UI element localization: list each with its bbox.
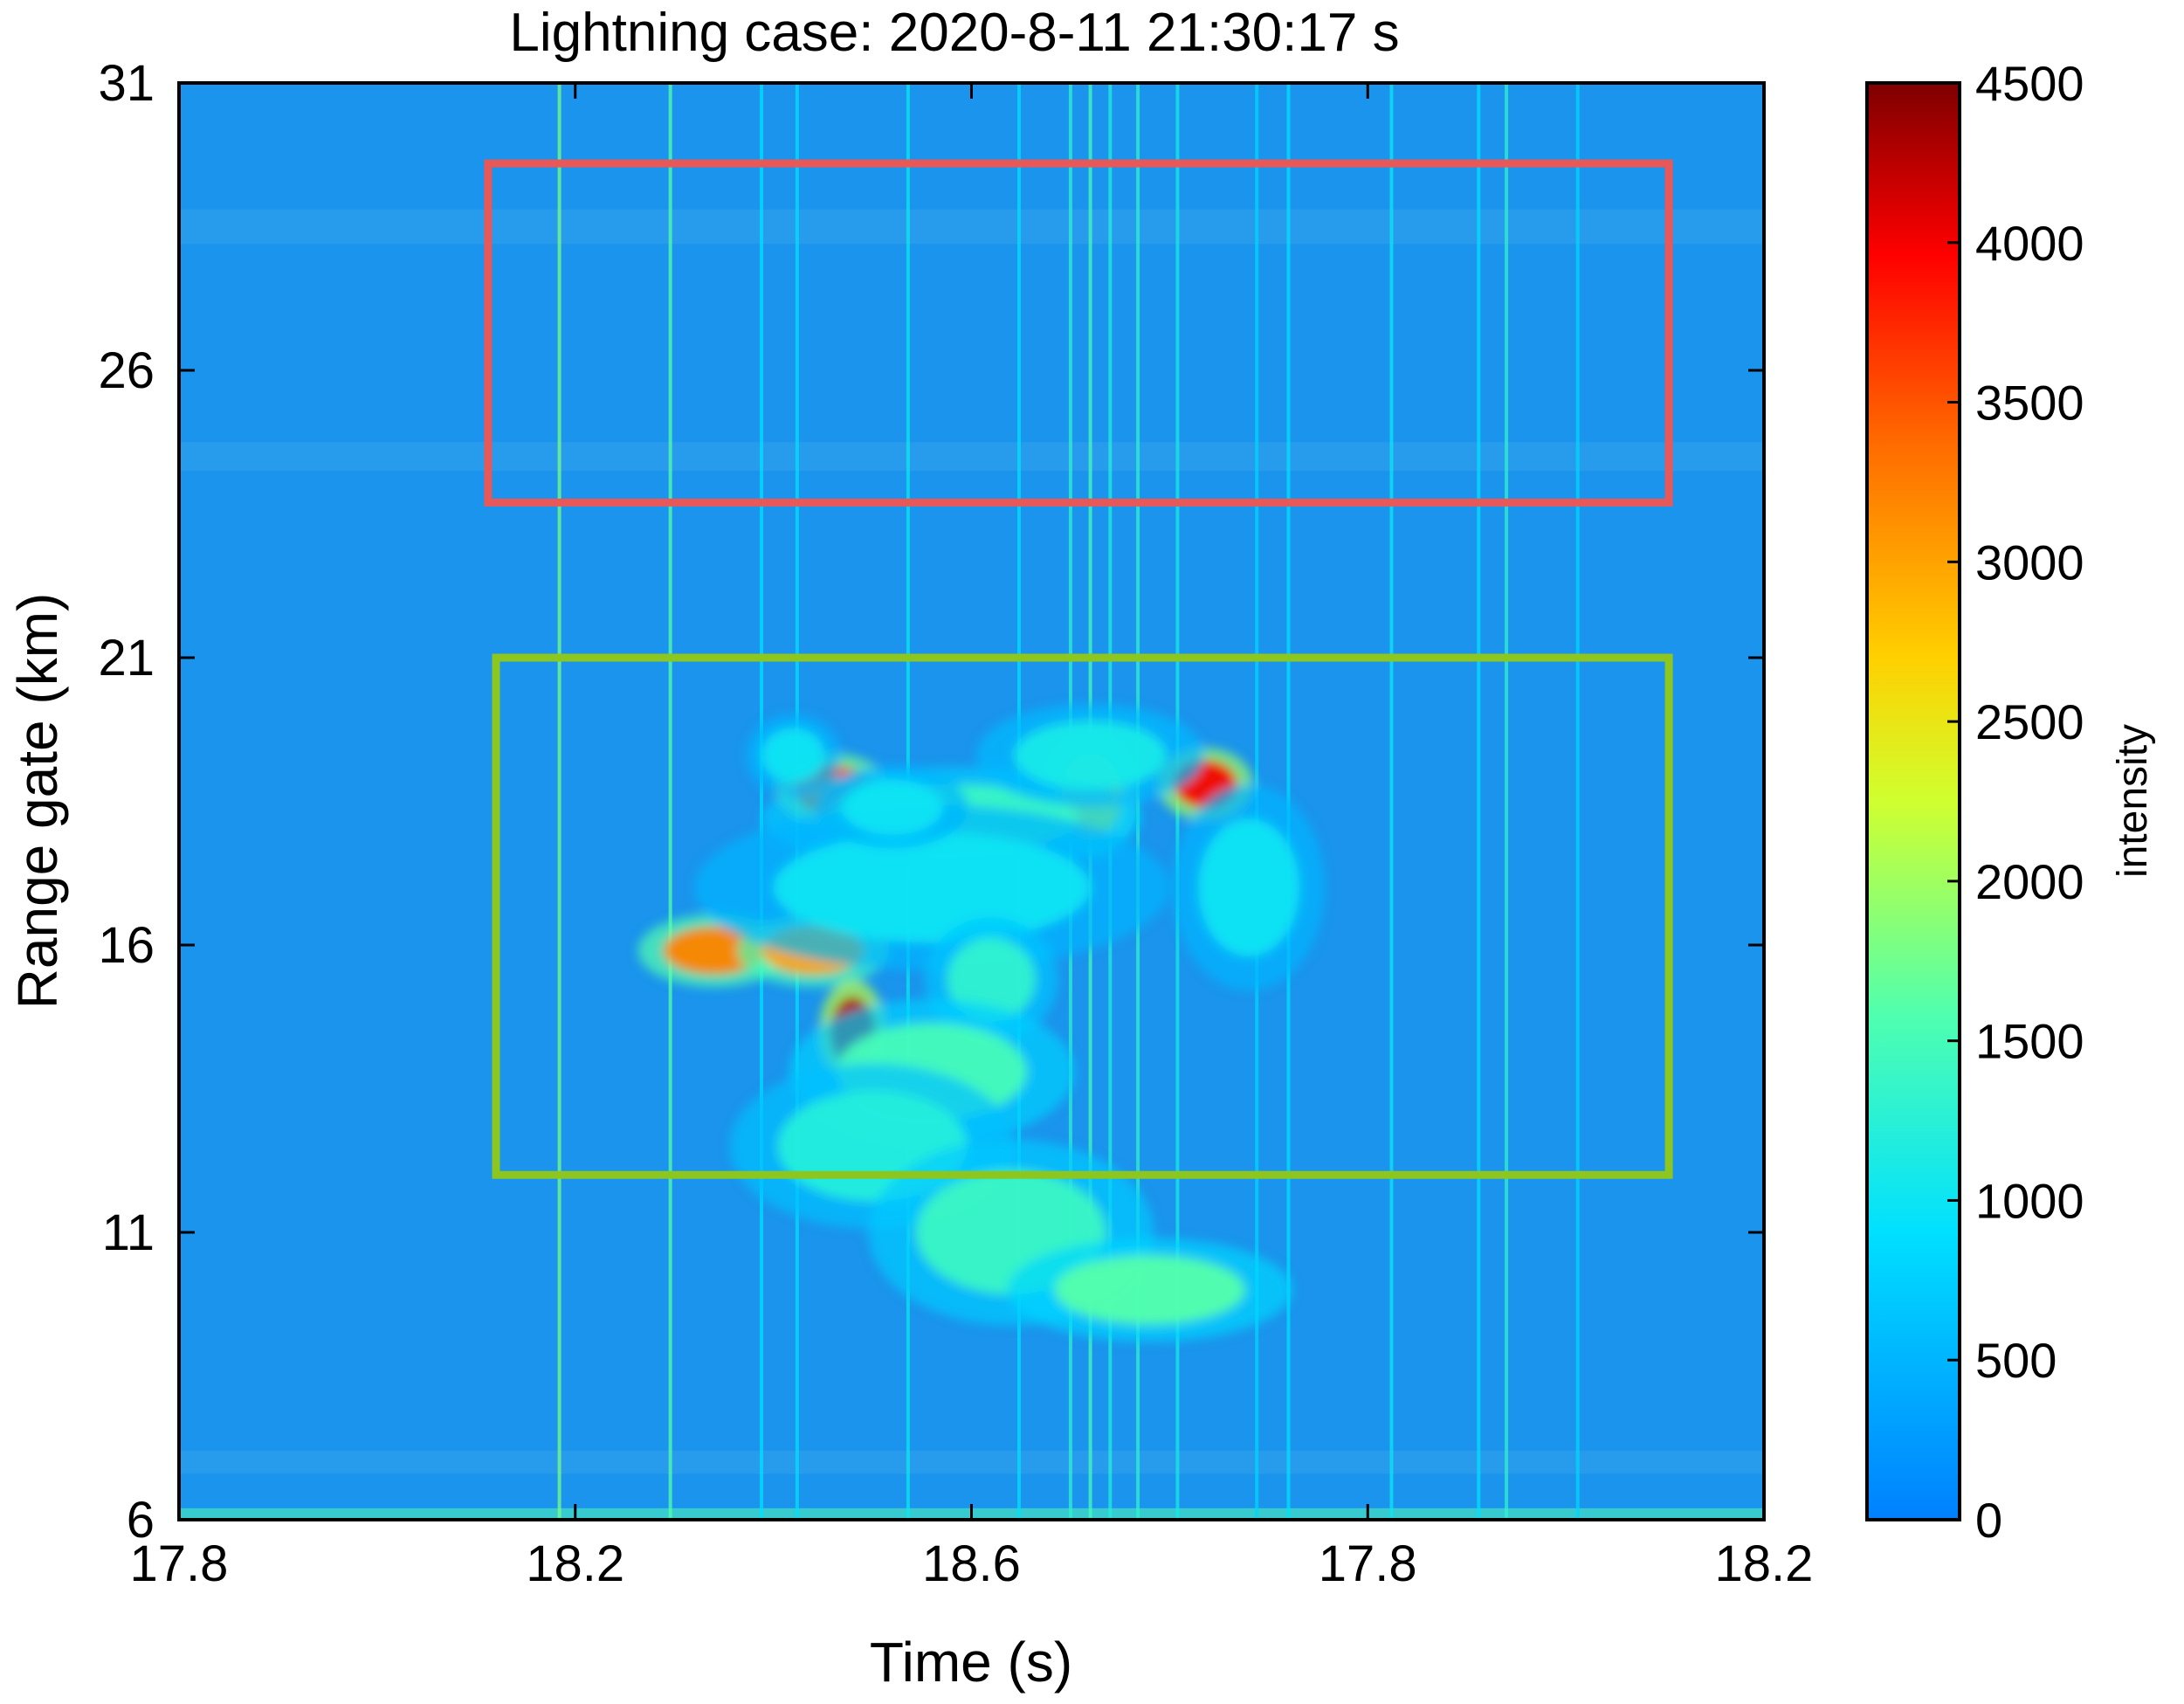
vertical-streak bbox=[557, 83, 562, 1520]
background-band bbox=[179, 1451, 1764, 1474]
y-axis-label: Range gate (km) bbox=[6, 593, 69, 1010]
intensity-blob bbox=[663, 926, 765, 976]
red-box bbox=[484, 159, 1673, 507]
vertical-streak bbox=[668, 83, 672, 1520]
chart-title: Lightning case: 2020-8-11 21:30:17 s bbox=[509, 3, 1399, 63]
background-band bbox=[179, 209, 1764, 245]
y-tick-label: 11 bbox=[102, 1204, 155, 1261]
x-axis-label: Time (s) bbox=[870, 1631, 1072, 1694]
y-tick-label: 16 bbox=[98, 917, 155, 974]
intensity-blob bbox=[761, 728, 825, 783]
y-tick-label: 21 bbox=[98, 630, 155, 686]
intensity-blob bbox=[1014, 721, 1167, 790]
vertical-streak bbox=[1389, 83, 1394, 1520]
colorbar-tick-label: 1500 bbox=[1975, 1014, 2084, 1069]
colorbar-tick-label: 4500 bbox=[1975, 56, 2084, 111]
colorbar-tick-label: 3000 bbox=[1975, 535, 2084, 590]
colorbar-tick-label: 500 bbox=[1975, 1333, 2057, 1388]
intensity-blob bbox=[1198, 818, 1300, 957]
intensity-blob bbox=[947, 938, 1037, 1021]
x-tick-label: 18.2 bbox=[526, 1535, 624, 1592]
colorbar-tick-label: 1000 bbox=[1975, 1173, 2084, 1228]
y-axis: 6 11 16 21 26 31 bbox=[98, 55, 1764, 1549]
vertical-streak bbox=[1505, 83, 1509, 1520]
colorbar-tick-label: 3500 bbox=[1975, 376, 2084, 431]
y-tick-label: 6 bbox=[127, 1492, 155, 1549]
x-axis: 17.8 18.2 18.6 17.8 18.2 bbox=[130, 83, 1814, 1592]
x-tick-label: 17.8 bbox=[130, 1535, 229, 1592]
background-band bbox=[179, 442, 1764, 472]
vertical-streak bbox=[760, 83, 764, 1520]
colorbar-tick-label: 4000 bbox=[1975, 216, 2084, 271]
y-tick-label: 26 bbox=[98, 342, 155, 399]
colorbar-label: intensity bbox=[2110, 724, 2156, 878]
intensity-blob bbox=[773, 832, 1091, 943]
colorbar-tick-label: 2500 bbox=[1975, 694, 2084, 749]
colorbar-tick-label: 0 bbox=[1975, 1493, 2002, 1548]
x-tick-label: 18.2 bbox=[1715, 1535, 1814, 1592]
green-box bbox=[492, 653, 1673, 1179]
colorbar-ticks: 0 500 1000 1500 2000 2500 3000 3500 4000 4500 bbox=[1947, 56, 2084, 1548]
vertical-streak bbox=[1477, 83, 1481, 1520]
intensity-blob bbox=[841, 779, 943, 835]
y-tick-label: 31 bbox=[98, 55, 155, 112]
x-tick-label: 18.6 bbox=[922, 1535, 1021, 1592]
heatmap-plot-area bbox=[179, 83, 1764, 1520]
colorbar bbox=[1865, 81, 1961, 1521]
x-tick-label: 17.8 bbox=[1319, 1535, 1417, 1592]
intensity-blob bbox=[1054, 1255, 1245, 1325]
vertical-streak bbox=[1575, 83, 1580, 1520]
colorbar-tick-label: 2000 bbox=[1975, 854, 2084, 909]
